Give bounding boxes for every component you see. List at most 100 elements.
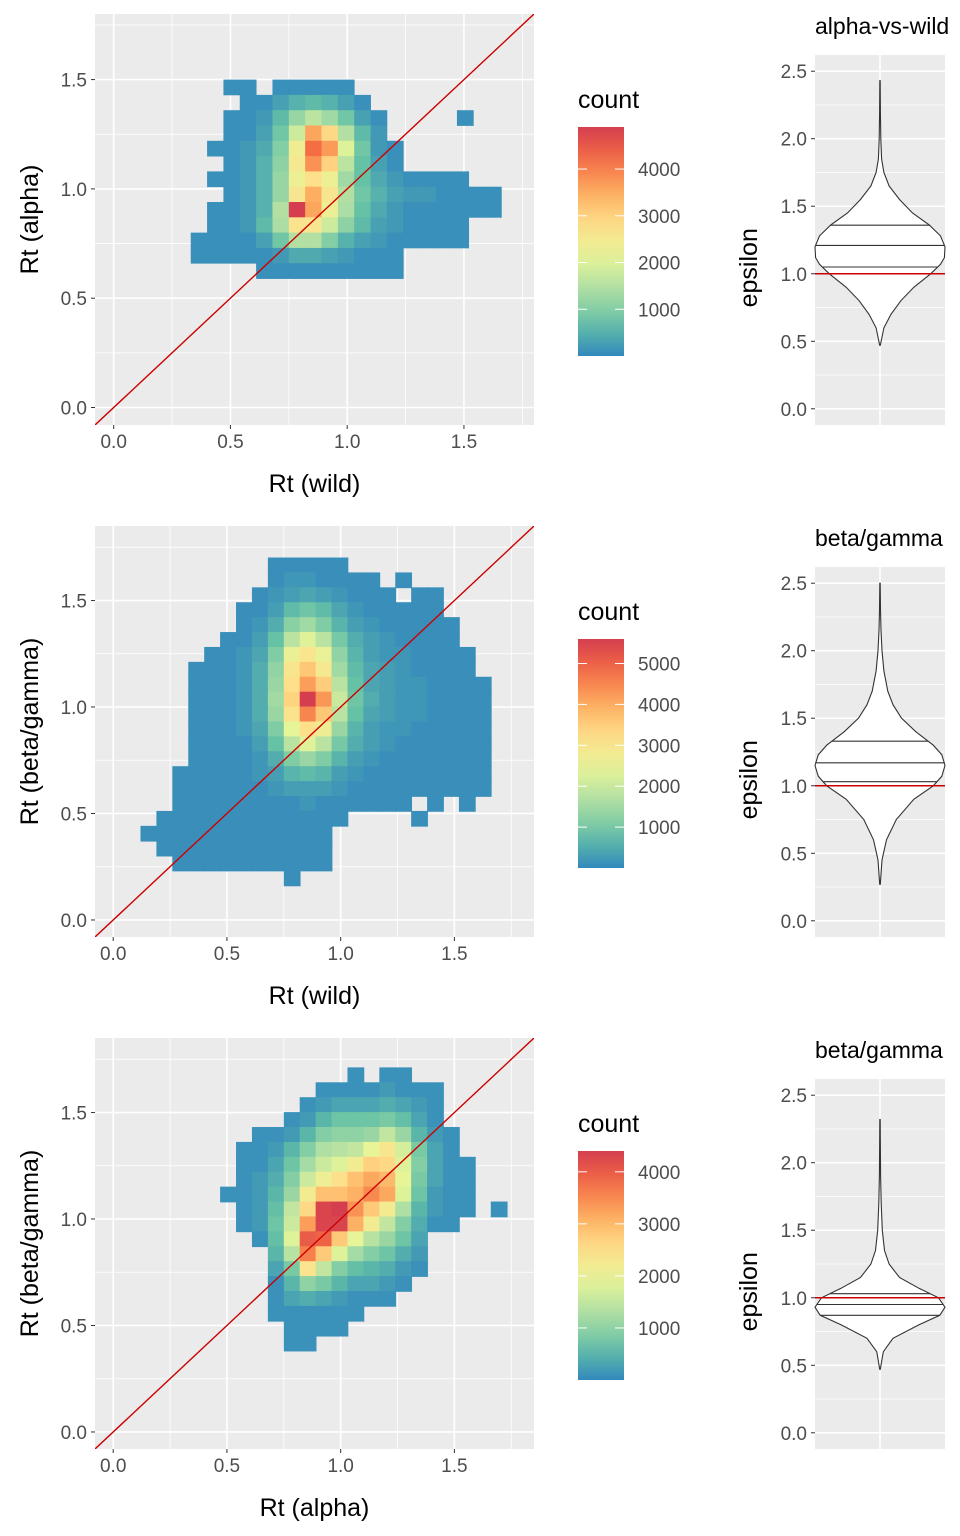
colorbar-label: 4000: [638, 695, 680, 716]
x-tick-label: 1.5: [441, 944, 467, 965]
heatmap-bin: [239, 232, 257, 249]
heatmap-bin: [223, 217, 241, 234]
heatmap-bin: [386, 140, 404, 157]
colorbar-label: 1000: [638, 818, 680, 839]
heatmap-bin: [299, 1216, 317, 1233]
colorbar-label: 1000: [638, 300, 680, 321]
panel-row-3: 0.0 0.5 1.0 1.5 0.0 0.5 1.0 1.5 Rt (alpha) Rt (be…: [16, 1037, 946, 1522]
heatmap-bin: [283, 721, 301, 738]
heatmap-bin: [188, 706, 206, 723]
heatmap-bin: [256, 247, 273, 264]
heatmap-bin: [188, 721, 206, 738]
heatmap-bin: [305, 232, 322, 249]
heatmap-bin: [223, 202, 241, 218]
heatmap-bin: [223, 79, 241, 96]
heatmap-bin: [370, 186, 388, 203]
heatmap-bin: [223, 232, 241, 249]
heatmap-bin: [337, 140, 355, 157]
heatmap-bin: [411, 1171, 428, 1188]
heatmap-bin: [370, 247, 388, 264]
heatmap-bin: [331, 1127, 349, 1143]
heatmap-bin: [331, 617, 349, 633]
heatmap-bin: [370, 202, 388, 218]
heatmap-bin: [427, 1186, 444, 1203]
heatmap-bin: [204, 751, 221, 768]
heatmap-bin: [256, 110, 273, 126]
heatmap-bin: [331, 632, 349, 648]
heatmap-bin: [411, 1127, 428, 1143]
heatmap-bin: [458, 646, 476, 663]
heatmap-bin: [156, 825, 174, 842]
heatmap-bin: [283, 557, 301, 574]
heatmap-bin: [354, 263, 371, 279]
heatmap-bin: [272, 202, 290, 218]
heatmap-bin: [267, 1186, 285, 1203]
heatmap-bin: [331, 691, 349, 708]
heatmap-bin: [331, 1112, 349, 1128]
heatmap-bin: [299, 1097, 317, 1113]
heatmap-bin: [305, 217, 322, 234]
heatmap-bin: [490, 1201, 508, 1218]
heatmap-bin: [395, 1231, 413, 1248]
x-axis-label: Rt (alpha): [260, 1494, 370, 1522]
heatmap-bin: [370, 171, 388, 188]
colorbar-label: 5000: [638, 655, 680, 676]
heatmap-bin: [220, 810, 237, 827]
heatmap-bin: [204, 810, 221, 827]
heatmap-bin: [411, 810, 428, 827]
heatmap-bin: [251, 766, 269, 782]
heatmap-bin: [363, 1156, 381, 1173]
heatmap-bin: [283, 1290, 301, 1307]
y-tick-label: 1.5: [781, 1221, 807, 1242]
heatmap-bin: [251, 646, 269, 663]
heatmap-bin: [220, 840, 237, 857]
heatmap-bin: [411, 676, 428, 693]
heatmap-bin: [427, 632, 444, 648]
heatmap-bin: [379, 1141, 397, 1158]
heatmap-bin: [411, 646, 428, 663]
heatmap-bin: [172, 840, 190, 857]
heatmap-bin: [288, 110, 306, 126]
heatmap-bin: [379, 632, 397, 648]
heatmap-bin: [411, 632, 428, 648]
violin-shape: [814, 80, 946, 346]
heatmap-bin: [395, 602, 413, 618]
heatmap-bin: [239, 202, 257, 218]
heatmap-bin: [267, 825, 285, 842]
heatmap-bin: [220, 781, 237, 797]
heatmap-bin: [435, 202, 453, 218]
heatmap-bin: [251, 810, 269, 827]
heatmap-bin: [236, 632, 253, 648]
heatmap-bin: [251, 632, 269, 648]
heatmap-bin: [419, 202, 437, 218]
heatmap-bin: [411, 1231, 428, 1248]
heatmap-bin: [370, 156, 388, 172]
heatmap-bin: [283, 1335, 301, 1352]
heatmap-bin: [452, 171, 470, 188]
heatmap-bin: [236, 706, 253, 723]
heatmap-bin: [299, 855, 317, 872]
heatmap-bin: [331, 1276, 349, 1292]
heatmap-bin: [403, 186, 420, 203]
identity-line: [95, 14, 534, 425]
heatmap-bin: [267, 736, 285, 753]
heatmap-bin: [395, 1216, 413, 1233]
heatmap-bin: [315, 1246, 333, 1263]
identity-line: [95, 1038, 534, 1449]
heatmap-bin: [484, 202, 502, 218]
x-tick-label: 0.5: [214, 1456, 240, 1477]
y-tick-label: 1.0: [61, 180, 87, 201]
heatmap-bin: [256, 186, 273, 203]
x-tick-label: 0.0: [100, 944, 126, 965]
heatmap-bin: [379, 736, 397, 753]
legend-title: count: [578, 598, 639, 626]
heatmap-bin: [283, 1201, 301, 1218]
heatmap-bin: [236, 781, 253, 797]
heatmap-bin: [267, 1216, 285, 1233]
x-tick-label: 0.5: [214, 944, 240, 965]
heatmap-bin: [299, 1171, 317, 1188]
heatmap-bin: [411, 1246, 428, 1263]
violin-title: beta/gamma: [815, 1037, 943, 1063]
heatmap-bin: [443, 766, 460, 782]
heatmap-bin: [236, 796, 253, 812]
